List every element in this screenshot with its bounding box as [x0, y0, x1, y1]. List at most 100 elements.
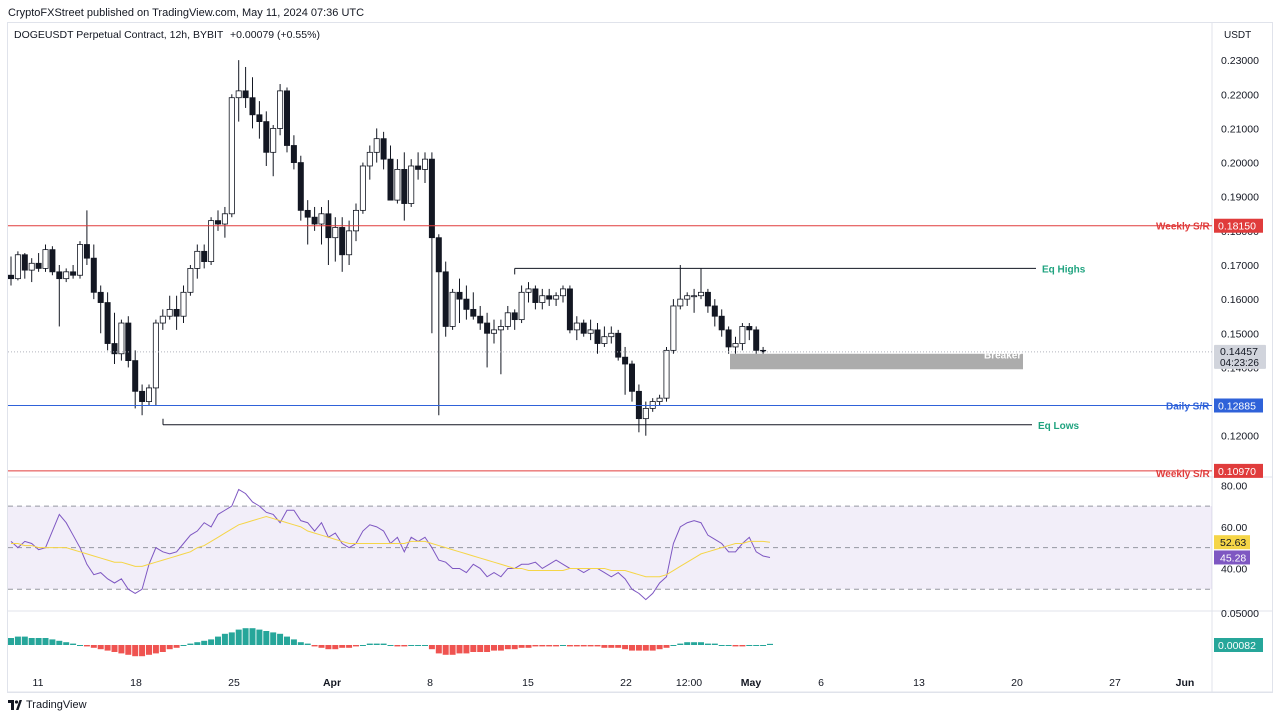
candle	[77, 241, 84, 279]
candle	[394, 159, 401, 204]
histogram-bar	[159, 645, 166, 652]
candle	[235, 60, 242, 122]
histogram-bar	[304, 643, 311, 645]
rsi-tick-label: 80.00	[1221, 480, 1247, 492]
candle	[325, 200, 332, 265]
histogram-bar	[484, 645, 491, 652]
candle-body-up	[42, 249, 49, 269]
histogram-bar	[518, 645, 525, 648]
candle-body-up	[352, 209, 359, 232]
histogram-bar	[753, 645, 760, 646]
time-tick-label: 22	[620, 677, 632, 689]
histogram-bar	[139, 645, 146, 657]
hist-value-tag	[1214, 638, 1263, 652]
candle-body-up	[642, 407, 649, 420]
last-price-value: 0.14457	[1220, 346, 1258, 358]
histogram-bar	[77, 645, 83, 646]
price-tick-label: 0.22000	[1221, 89, 1259, 101]
histogram-bar	[359, 645, 366, 646]
price-tick-label: 0.19000	[1221, 192, 1259, 204]
histogram-bar	[732, 645, 739, 647]
histogram-bar	[435, 645, 442, 654]
candle-body-down	[139, 390, 146, 402]
candle-body-up	[408, 165, 415, 204]
candle	[366, 145, 373, 180]
histogram-bar	[691, 642, 698, 645]
candle	[256, 101, 263, 139]
candle-body-down	[718, 315, 725, 331]
candle	[201, 244, 208, 269]
histogram-bar	[49, 639, 56, 645]
histogram-bar	[739, 645, 746, 647]
candle	[270, 125, 277, 177]
candle-body-down	[311, 216, 318, 225]
histogram-bar	[725, 645, 732, 646]
time-tick-label: 15	[522, 677, 534, 689]
candle-body-down	[173, 308, 180, 317]
histogram-bar	[318, 645, 325, 648]
histogram-bar	[767, 643, 773, 645]
candle	[629, 360, 636, 402]
histogram-bar	[166, 645, 173, 650]
candle	[435, 234, 442, 416]
candle	[746, 323, 753, 341]
price-tick-label: 0.15000	[1221, 328, 1259, 340]
candle-body-up	[318, 213, 325, 225]
candle-body-down	[132, 360, 139, 392]
histogram-bar	[553, 645, 560, 647]
candle	[656, 394, 663, 405]
candle	[449, 288, 456, 330]
candle-body-up	[518, 291, 525, 321]
candle-body-down	[546, 295, 553, 300]
candle	[346, 220, 353, 265]
histogram-bar	[249, 628, 256, 645]
weekly-sr-price-tag	[1214, 463, 1263, 478]
time-tick-label: 13	[913, 677, 925, 689]
histogram-bar	[270, 632, 277, 645]
candle-body-up	[166, 308, 173, 317]
candle-body-up	[560, 288, 567, 297]
histogram-bar	[711, 643, 718, 645]
candle	[21, 253, 28, 279]
time-tick-label: 25	[228, 677, 240, 689]
candle	[415, 152, 422, 180]
candle-body-up	[28, 262, 35, 271]
candle-body-down	[83, 244, 90, 259]
candle	[566, 285, 573, 334]
histogram-bar	[235, 629, 242, 645]
histogram-bar	[477, 645, 484, 652]
candle	[691, 288, 698, 313]
candle-body-down	[387, 158, 394, 201]
candle-body-up	[504, 312, 511, 327]
candle	[28, 258, 35, 283]
histogram-bar	[111, 645, 118, 652]
candle-body-up	[359, 165, 366, 211]
candle	[470, 292, 477, 320]
histogram-bar	[566, 645, 573, 647]
histogram-bar	[415, 645, 422, 646]
candle	[511, 309, 518, 330]
histogram-bar	[187, 643, 194, 645]
candle	[698, 268, 705, 300]
histogram-bar	[104, 645, 111, 651]
candle	[711, 299, 718, 327]
time-tick-label: Apr	[323, 677, 341, 689]
candle-body-down	[201, 250, 208, 262]
histogram-bar	[83, 645, 90, 647]
candle-body-down	[477, 315, 484, 324]
candle	[194, 244, 201, 279]
candle-body-up	[14, 254, 21, 280]
candle-body-up	[366, 151, 373, 167]
time-tick-label: 18	[130, 677, 142, 689]
candle-body-down	[580, 322, 587, 334]
candle	[332, 217, 339, 262]
histogram-bar	[56, 640, 63, 645]
histogram-bar	[608, 645, 615, 648]
histogram-bar	[525, 645, 532, 648]
candle-body-up	[601, 336, 608, 344]
candle	[518, 285, 525, 324]
rsi-ma-tag	[1214, 535, 1250, 550]
candle	[573, 316, 580, 341]
histogram-bar	[228, 632, 235, 645]
